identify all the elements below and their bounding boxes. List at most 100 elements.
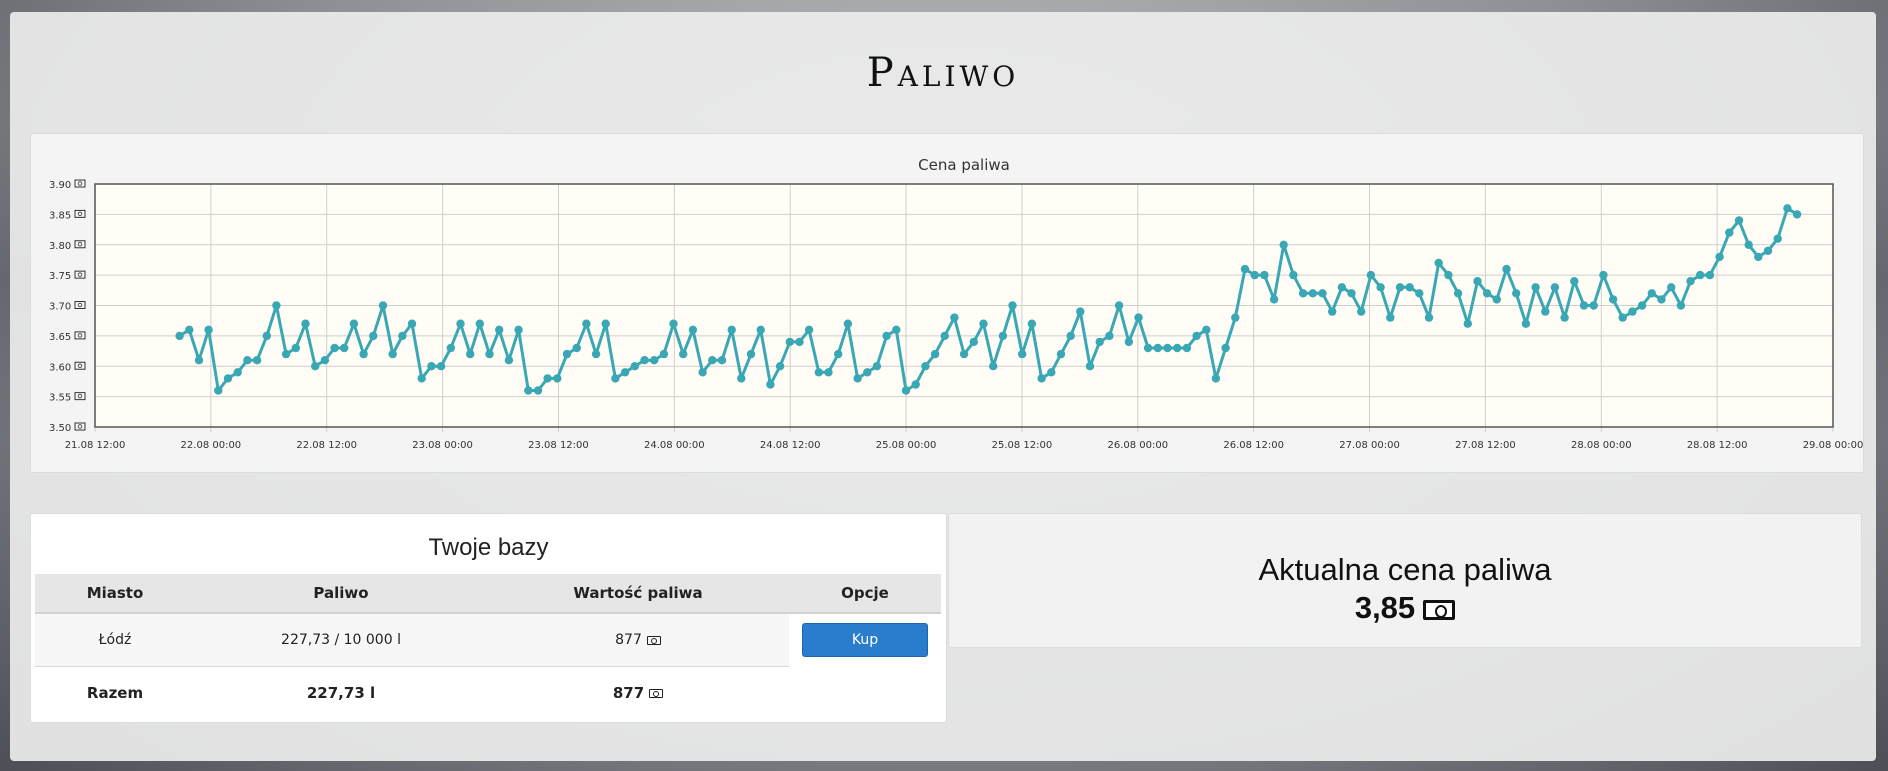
- data-point: [698, 368, 707, 377]
- data-point: [1250, 270, 1259, 280]
- data-point: [1318, 289, 1327, 298]
- data-point: [562, 349, 572, 359]
- data-point: [708, 356, 717, 365]
- data-point: [717, 356, 727, 365]
- data-point: [989, 362, 998, 371]
- money-icon-dot: [77, 393, 83, 399]
- buy-fuel-button[interactable]: Kup: [802, 623, 928, 658]
- data-point: [1725, 228, 1734, 237]
- total-options-empty: [789, 667, 941, 720]
- data-point: [775, 362, 785, 371]
- total-row: Razem 227,73 l 877: [35, 667, 941, 720]
- data-point: [223, 374, 233, 383]
- data-point: [1105, 331, 1114, 341]
- data-point: [1783, 204, 1792, 213]
- data-point: [1463, 319, 1473, 328]
- money-icon: [74, 270, 86, 279]
- data-point: [795, 337, 804, 347]
- data-point: [1512, 289, 1521, 298]
- money-icon: [1423, 599, 1456, 620]
- money-icon-dot: [77, 333, 83, 338]
- total-fuel-value: 877: [487, 667, 789, 720]
- data-point: [979, 319, 988, 328]
- data-point: [1628, 307, 1637, 316]
- data-point: [311, 362, 320, 371]
- data-point: [591, 349, 601, 359]
- data-point: [301, 319, 310, 328]
- money-icon-dot: [77, 424, 83, 429]
- data-point: [1434, 258, 1443, 268]
- x-tick-label: 28.08 00:00: [1571, 440, 1632, 451]
- data-point: [1734, 216, 1744, 225]
- data-point: [533, 386, 543, 395]
- data-point: [252, 356, 262, 365]
- data-point: [1395, 283, 1405, 292]
- data-point: [834, 349, 843, 359]
- cell-fuel-value: 877: [487, 613, 789, 667]
- data-point: [1347, 289, 1356, 298]
- data-point: [1502, 264, 1511, 274]
- data-point: [1386, 313, 1395, 322]
- data-point: [214, 386, 223, 395]
- data-point: [727, 325, 736, 334]
- cell-city: Łódź: [35, 613, 195, 667]
- data-point: [1763, 246, 1773, 255]
- x-tick-label: 23.08 12:00: [528, 440, 589, 451]
- data-point: [1056, 349, 1066, 359]
- data-point: [1066, 331, 1075, 341]
- data-point: [243, 356, 252, 365]
- data-point: [620, 368, 630, 377]
- data-point: [1550, 283, 1560, 292]
- data-point: [921, 362, 930, 371]
- data-point: [204, 325, 213, 334]
- data-point: [407, 319, 417, 328]
- y-tick-label: 3.55: [49, 393, 71, 404]
- data-point: [892, 325, 901, 334]
- data-point: [1114, 301, 1124, 310]
- data-point: [669, 319, 678, 328]
- table-row: Łódź 227,73 / 10 000 l 877 Kup: [35, 613, 941, 667]
- chart-title: Cena paliwa: [918, 156, 1010, 174]
- data-point: [1153, 343, 1163, 353]
- data-point: [1560, 313, 1569, 322]
- data-point: [882, 331, 891, 341]
- current-price-label: Aktualna cena paliwa: [1258, 552, 1552, 587]
- y-tick-label: 3.65: [49, 332, 71, 343]
- y-tick-label: 3.90: [49, 180, 71, 191]
- data-point: [863, 368, 872, 377]
- data-point: [1182, 343, 1192, 353]
- data-point: [378, 301, 388, 310]
- data-point: [601, 319, 610, 328]
- data-point: [746, 349, 756, 359]
- data-point: [1482, 289, 1492, 298]
- x-tick-label: 25.08 12:00: [992, 440, 1053, 451]
- data-point: [388, 349, 397, 359]
- money-icon: [74, 240, 86, 249]
- data-point: [814, 368, 823, 377]
- data-point: [1202, 325, 1211, 334]
- data-point: [1173, 343, 1182, 353]
- y-tick-label: 3.85: [49, 210, 71, 221]
- data-point: [1124, 337, 1134, 347]
- data-point: [446, 343, 455, 353]
- data-point: [233, 368, 242, 377]
- data-point: [417, 374, 426, 383]
- data-point: [281, 349, 291, 359]
- data-point: [1221, 343, 1230, 353]
- column-header-fuel: Paliwo: [195, 574, 487, 614]
- data-point: [1608, 295, 1618, 304]
- data-point: [950, 313, 959, 322]
- page-title: Paliwo: [866, 50, 1020, 96]
- data-point: [1696, 270, 1705, 280]
- data-point: [427, 362, 436, 371]
- data-point: [291, 343, 300, 353]
- y-tick-label: 3.50: [49, 423, 71, 434]
- x-tick-label: 24.08 12:00: [760, 440, 821, 451]
- data-point: [1667, 283, 1676, 292]
- data-point: [1328, 307, 1337, 316]
- money-icon: [649, 689, 664, 698]
- data-point: [1579, 301, 1589, 310]
- cell-fuel-value-text: 877: [615, 632, 642, 648]
- data-point: [553, 374, 562, 383]
- data-point: [349, 319, 359, 328]
